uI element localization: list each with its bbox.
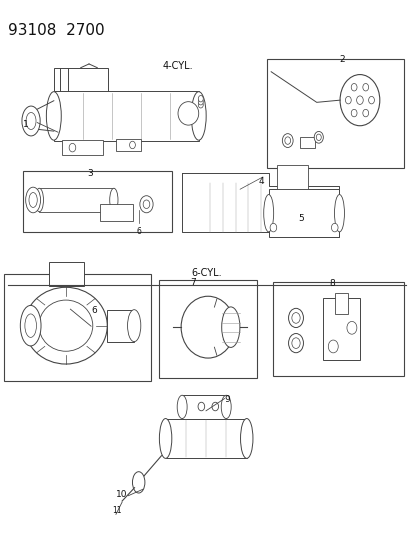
Circle shape: [140, 196, 153, 213]
Circle shape: [198, 99, 203, 105]
Bar: [266, 59, 403, 168]
Circle shape: [198, 95, 203, 102]
Ellipse shape: [20, 305, 41, 346]
Ellipse shape: [26, 187, 40, 213]
Bar: [4, 274, 151, 381]
Circle shape: [69, 143, 76, 152]
Circle shape: [284, 137, 290, 144]
Text: 6: 6: [136, 227, 140, 236]
Circle shape: [288, 334, 303, 353]
Circle shape: [197, 402, 204, 411]
Ellipse shape: [159, 418, 171, 458]
Circle shape: [282, 134, 292, 148]
Text: 3: 3: [87, 169, 93, 178]
Ellipse shape: [191, 92, 206, 140]
Text: 2: 2: [339, 55, 344, 64]
Circle shape: [344, 96, 350, 104]
Bar: [39, 188, 114, 212]
Ellipse shape: [25, 314, 36, 337]
Bar: [165, 418, 246, 458]
Text: 9: 9: [224, 395, 230, 405]
Text: 7: 7: [190, 278, 196, 287]
Bar: [322, 298, 359, 360]
Ellipse shape: [109, 188, 118, 212]
Circle shape: [143, 200, 150, 208]
Bar: [23, 171, 171, 232]
Circle shape: [328, 340, 337, 353]
Bar: [54, 91, 198, 141]
Ellipse shape: [263, 195, 273, 232]
Text: 5: 5: [297, 214, 303, 223]
Ellipse shape: [29, 192, 37, 207]
Text: 1: 1: [23, 120, 28, 129]
Bar: [107, 310, 134, 342]
Circle shape: [269, 223, 276, 232]
Circle shape: [362, 84, 368, 91]
Ellipse shape: [334, 195, 344, 232]
Bar: [49, 262, 84, 286]
Bar: [299, 136, 314, 148]
Text: 4: 4: [258, 177, 264, 186]
Bar: [159, 280, 256, 378]
Ellipse shape: [180, 296, 234, 358]
Circle shape: [291, 312, 299, 323]
Circle shape: [339, 75, 379, 126]
Circle shape: [331, 223, 337, 232]
Circle shape: [291, 338, 299, 349]
Circle shape: [316, 134, 320, 141]
Text: 10: 10: [116, 490, 127, 499]
Text: 4-CYL.: 4-CYL.: [162, 61, 193, 71]
Ellipse shape: [177, 395, 187, 418]
Ellipse shape: [24, 287, 107, 364]
Circle shape: [313, 132, 323, 143]
Ellipse shape: [22, 106, 40, 136]
Ellipse shape: [178, 102, 198, 125]
Ellipse shape: [35, 188, 43, 212]
Ellipse shape: [39, 300, 93, 351]
Circle shape: [362, 109, 368, 117]
Ellipse shape: [46, 92, 61, 140]
Circle shape: [198, 102, 203, 108]
Bar: [276, 165, 307, 189]
Circle shape: [368, 96, 373, 104]
Bar: [268, 189, 339, 237]
Circle shape: [211, 402, 218, 411]
Text: 8: 8: [328, 279, 334, 288]
Text: 6-CYL.: 6-CYL.: [191, 268, 222, 278]
Circle shape: [288, 308, 303, 327]
Circle shape: [350, 109, 356, 117]
Ellipse shape: [221, 307, 240, 348]
Ellipse shape: [221, 395, 230, 418]
Text: 11: 11: [112, 506, 121, 515]
Ellipse shape: [26, 112, 36, 130]
Bar: [62, 140, 103, 155]
Bar: [335, 293, 347, 314]
Circle shape: [356, 96, 362, 104]
Bar: [116, 139, 140, 151]
Ellipse shape: [132, 472, 145, 493]
Bar: [273, 282, 403, 376]
Bar: [100, 204, 133, 221]
Ellipse shape: [240, 418, 252, 458]
Bar: [182, 395, 225, 418]
Text: 93108  2700: 93108 2700: [8, 23, 104, 38]
Circle shape: [350, 84, 356, 91]
Ellipse shape: [127, 310, 140, 342]
Circle shape: [346, 321, 356, 334]
Bar: [54, 68, 107, 93]
Text: 6: 6: [91, 306, 97, 316]
Circle shape: [129, 141, 135, 149]
